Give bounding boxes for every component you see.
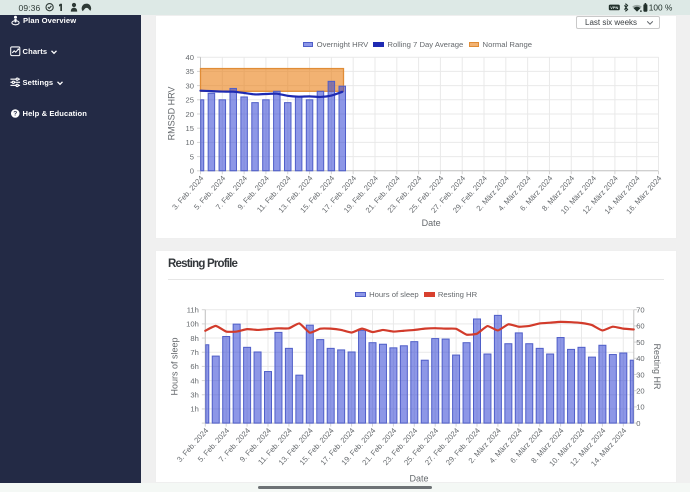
svg-text:Date: Date	[409, 473, 428, 483]
svg-text:20: 20	[636, 386, 644, 395]
svg-text:40: 40	[185, 53, 193, 62]
svg-text:8h: 8h	[190, 333, 198, 342]
svg-text:60: 60	[636, 321, 644, 330]
svg-text:25: 25	[185, 96, 193, 105]
svg-text:4h: 4h	[190, 376, 198, 385]
svg-text:Date: Date	[421, 218, 440, 228]
svg-text:10h: 10h	[186, 319, 199, 328]
svg-text:40: 40	[636, 354, 644, 363]
svg-text:3h: 3h	[190, 390, 198, 399]
svg-text:?: ?	[13, 110, 17, 117]
svg-text:11h: 11h	[186, 305, 198, 314]
svg-text:70: 70	[636, 305, 644, 314]
svg-text:Hours of sleep: Hours of sleep	[169, 337, 179, 395]
svg-text:30: 30	[185, 81, 193, 90]
svg-text:6h: 6h	[190, 362, 198, 371]
svg-text:30: 30	[636, 370, 644, 379]
svg-text:50: 50	[636, 337, 644, 346]
svg-text:7h: 7h	[190, 348, 198, 357]
svg-text:0: 0	[189, 167, 193, 176]
svg-text:20: 20	[185, 110, 193, 119]
svg-text:15: 15	[185, 124, 193, 133]
svg-text:VPN: VPN	[610, 5, 618, 10]
svg-text:100 %: 100 %	[649, 3, 673, 13]
svg-text:5: 5	[189, 152, 193, 161]
svg-text:0: 0	[636, 418, 640, 427]
svg-text:RMSSD HRV: RMSSD HRV	[166, 87, 176, 141]
svg-text:35: 35	[185, 67, 193, 76]
svg-text:1h: 1h	[190, 404, 198, 413]
svg-text:10: 10	[185, 138, 193, 147]
svg-text:Resting HR: Resting HR	[652, 343, 662, 390]
svg-text:10: 10	[636, 402, 644, 411]
